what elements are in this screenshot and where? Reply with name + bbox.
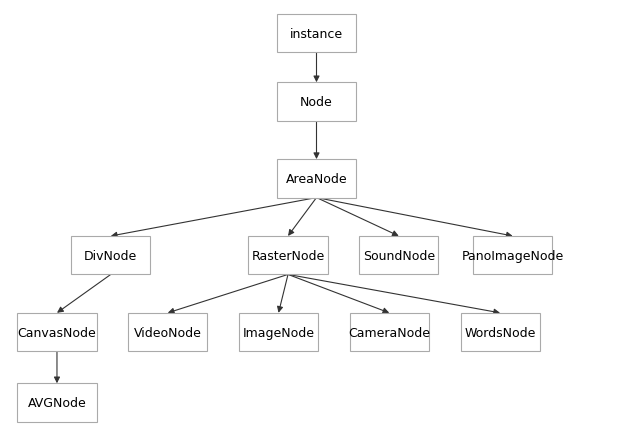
FancyBboxPatch shape: [277, 160, 356, 198]
Text: WordsNode: WordsNode: [465, 326, 536, 339]
FancyBboxPatch shape: [248, 236, 328, 275]
Text: ImageNode: ImageNode: [242, 326, 315, 339]
Text: instance: instance: [290, 28, 343, 40]
FancyBboxPatch shape: [17, 313, 96, 351]
FancyBboxPatch shape: [17, 383, 96, 422]
FancyBboxPatch shape: [277, 15, 356, 53]
FancyBboxPatch shape: [461, 313, 539, 351]
Text: RasterNode: RasterNode: [251, 249, 325, 262]
Text: CameraNode: CameraNode: [348, 326, 430, 339]
FancyBboxPatch shape: [128, 313, 208, 351]
Text: SoundNode: SoundNode: [363, 249, 435, 262]
Text: AVGNode: AVGNode: [28, 396, 86, 409]
FancyBboxPatch shape: [360, 236, 438, 275]
Text: CanvasNode: CanvasNode: [18, 326, 96, 339]
FancyBboxPatch shape: [349, 313, 429, 351]
FancyBboxPatch shape: [277, 83, 356, 121]
Text: DivNode: DivNode: [84, 249, 137, 262]
FancyBboxPatch shape: [239, 313, 318, 351]
Text: PanoImageNode: PanoImageNode: [461, 249, 564, 262]
Text: AreaNode: AreaNode: [285, 173, 348, 185]
Text: Node: Node: [300, 96, 333, 109]
FancyBboxPatch shape: [473, 236, 552, 275]
FancyBboxPatch shape: [71, 236, 151, 275]
Text: VideoNode: VideoNode: [134, 326, 202, 339]
